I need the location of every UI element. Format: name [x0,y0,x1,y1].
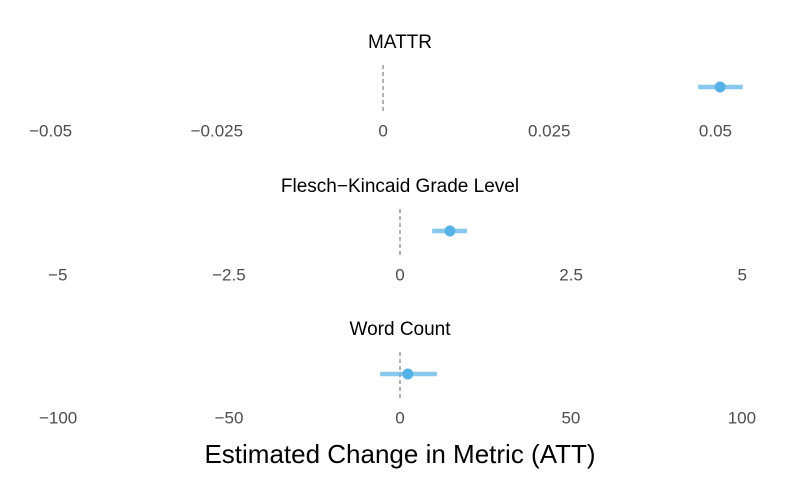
x-tick-label: 0.025 [528,121,571,140]
x-axis-label: Estimated Change in Metric (ATT) [204,439,595,469]
point [444,225,456,237]
x-tick-label: 2.5 [559,265,583,284]
point [402,368,414,380]
x-tick-label: 0 [395,408,404,427]
x-tick-label: 0 [395,265,404,284]
x-tick-label: 0.05 [699,121,732,140]
x-tick-label: 0 [378,121,387,140]
panel-title: Word Count [349,319,451,340]
panel-title: Flesch−Kincaid Grade Level [281,176,519,197]
x-tick-label: 100 [728,408,756,427]
x-tick-label: 50 [561,408,580,427]
x-tick-label: −0.025 [191,121,243,140]
x-tick-label: −5 [48,265,67,284]
x-tick-label: −100 [39,408,77,427]
x-tick-label: 5 [737,265,746,284]
point [714,81,726,93]
x-tick-label: −2.5 [212,265,246,284]
panel-title: MATTR [368,32,432,53]
x-tick-label: −0.05 [29,121,72,140]
x-tick-label: −50 [215,408,244,427]
